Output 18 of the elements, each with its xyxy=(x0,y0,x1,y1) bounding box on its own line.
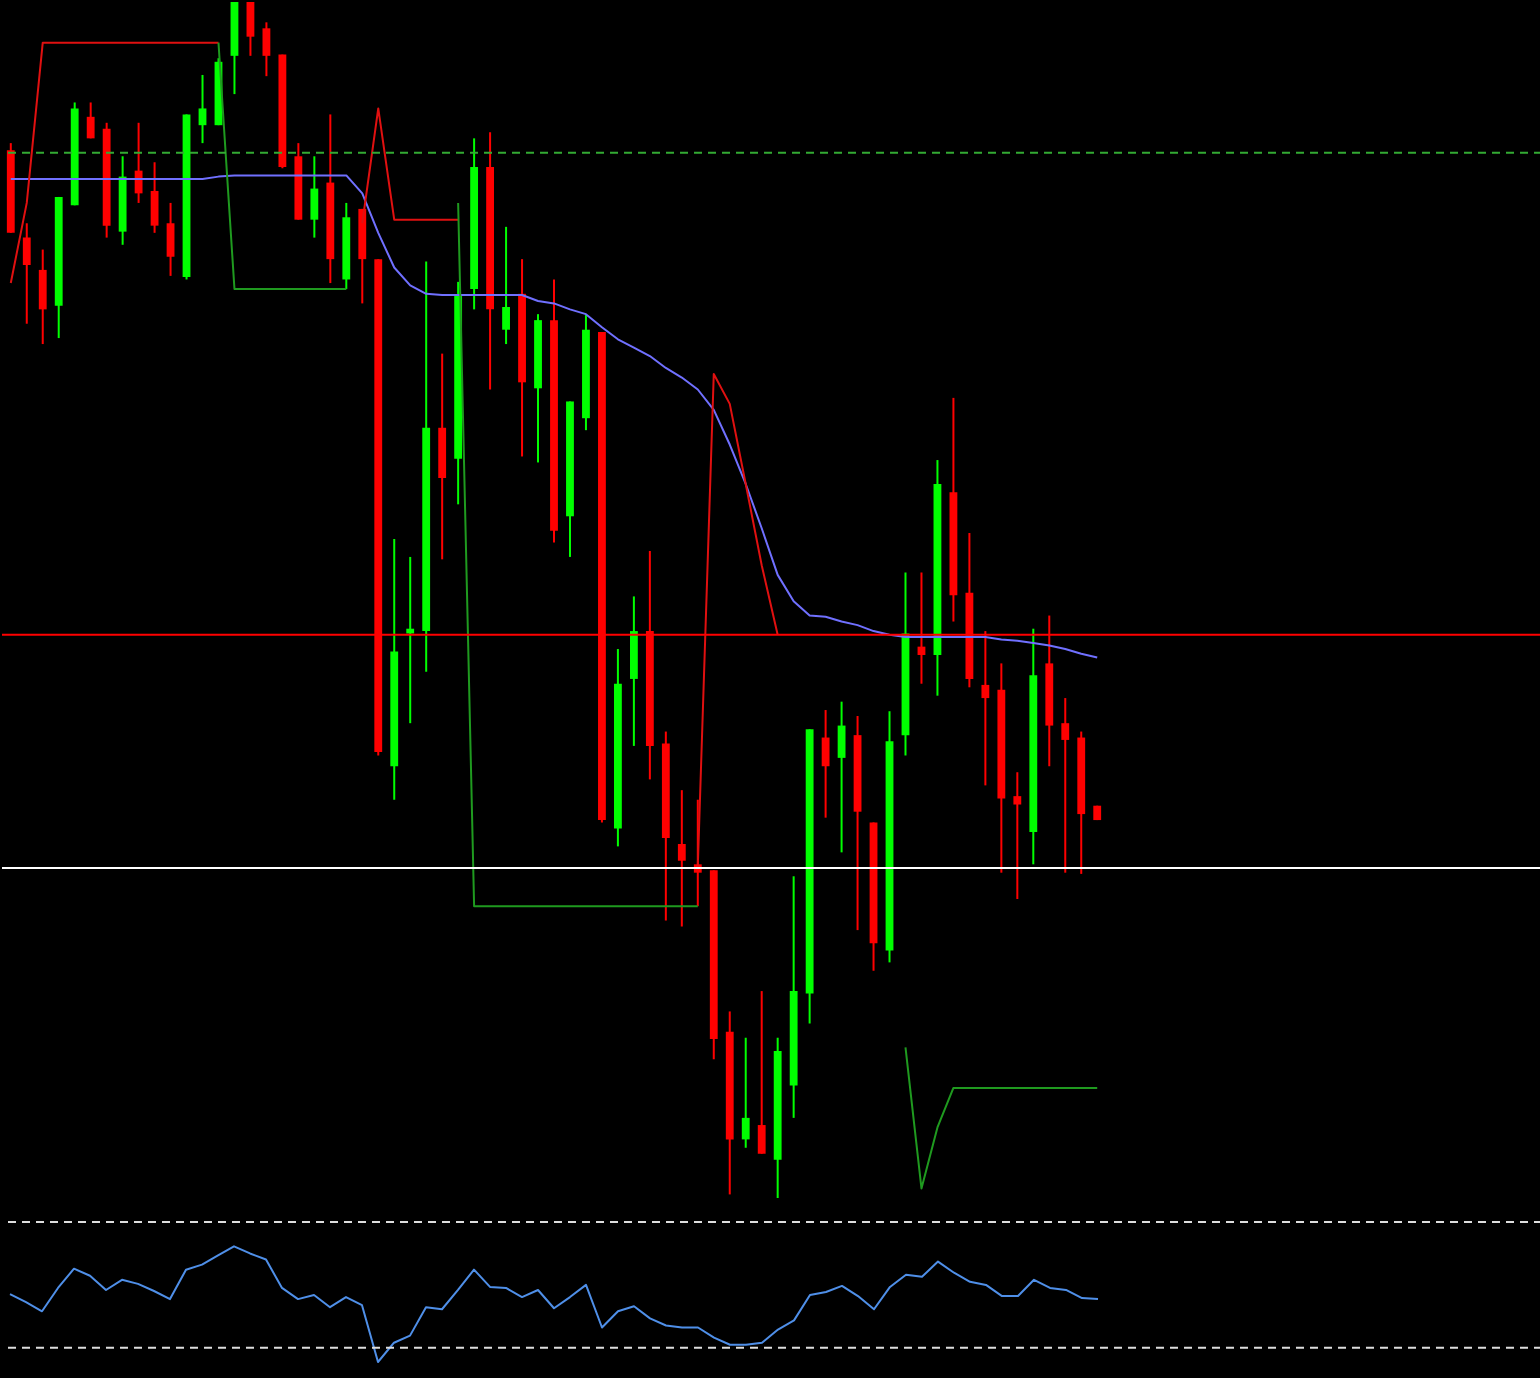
candlestick xyxy=(262,21,271,78)
candlestick xyxy=(757,990,766,1155)
candlestick xyxy=(629,595,638,747)
candlestick xyxy=(134,121,143,204)
candlestick xyxy=(310,155,319,239)
candlestick xyxy=(502,225,510,346)
candlestick xyxy=(38,248,47,346)
candlestick xyxy=(198,73,207,145)
candlestick xyxy=(1013,771,1022,900)
candlestick xyxy=(166,201,175,277)
candlestick xyxy=(22,222,31,325)
candlestick xyxy=(741,1036,750,1149)
candlestick xyxy=(246,1,255,57)
candlestick xyxy=(821,709,830,819)
candlestick xyxy=(86,101,95,140)
candlestick xyxy=(150,161,159,234)
candlestick xyxy=(1061,697,1070,874)
candlestick xyxy=(677,789,686,928)
